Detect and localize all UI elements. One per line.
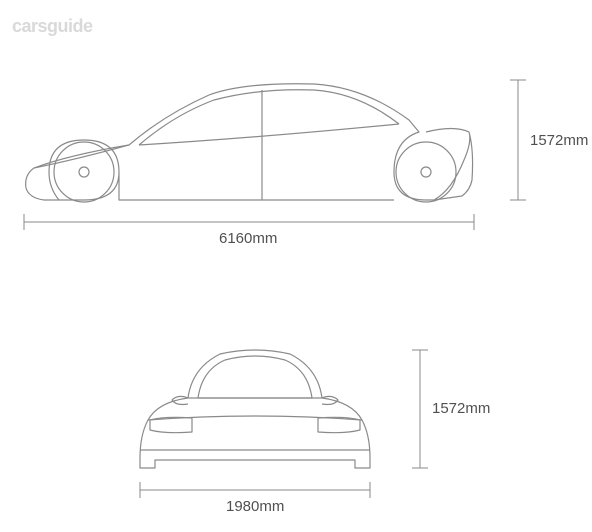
front-view-svg	[110, 320, 470, 510]
front-hood-line	[148, 416, 362, 420]
side-view-diagram: 6160mm 1572mm	[14, 60, 554, 250]
front-width-label: 1980mm	[226, 498, 284, 515]
side-window-line	[139, 90, 399, 145]
front-height-label: 1572mm	[432, 400, 490, 417]
side-length-label: 6160mm	[219, 230, 277, 247]
side-front-wheel-hub	[79, 167, 89, 177]
watermark-text: carsguide	[12, 16, 93, 37]
side-rear-wheel-hub	[421, 167, 431, 177]
side-rear-wheel	[396, 142, 456, 202]
side-height-label: 1572mm	[530, 132, 588, 149]
front-view-diagram: 1980mm 1572mm	[110, 320, 470, 510]
side-body-outline	[26, 84, 473, 200]
side-view-svg	[14, 60, 554, 250]
side-hood-line	[34, 145, 129, 168]
front-roof-outline	[188, 350, 322, 398]
front-windshield	[198, 356, 312, 398]
